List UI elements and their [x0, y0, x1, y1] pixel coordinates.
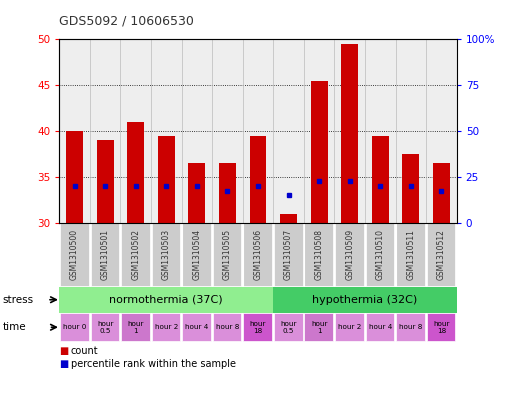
Bar	[372, 136, 389, 223]
Text: GSM1310509: GSM1310509	[345, 229, 354, 280]
Text: hour
0.5: hour 0.5	[97, 321, 114, 334]
Text: hour 0: hour 0	[63, 324, 86, 330]
Text: GSM1310502: GSM1310502	[131, 229, 140, 280]
Bar	[66, 131, 83, 223]
Text: hour 8: hour 8	[399, 324, 423, 330]
Text: normothermia (37C): normothermia (37C)	[109, 295, 223, 305]
Text: hour
18: hour 18	[433, 321, 449, 334]
FancyBboxPatch shape	[60, 223, 89, 286]
Text: ■: ■	[59, 358, 69, 369]
Text: GSM1310506: GSM1310506	[253, 229, 263, 280]
Text: GSM1310508: GSM1310508	[315, 229, 324, 280]
Text: hour 4: hour 4	[368, 324, 392, 330]
Text: hour 2: hour 2	[155, 324, 178, 330]
FancyBboxPatch shape	[427, 223, 456, 286]
Text: hypothermia (32C): hypothermia (32C)	[312, 295, 417, 305]
FancyBboxPatch shape	[213, 314, 241, 341]
Text: hour
0.5: hour 0.5	[280, 321, 297, 334]
FancyBboxPatch shape	[182, 223, 211, 286]
Bar	[250, 136, 266, 223]
Bar	[158, 136, 175, 223]
FancyBboxPatch shape	[304, 223, 333, 286]
Text: GSM1310504: GSM1310504	[192, 229, 201, 280]
Text: GDS5092 / 10606530: GDS5092 / 10606530	[59, 15, 194, 28]
Text: GSM1310512: GSM1310512	[437, 230, 446, 280]
Text: hour 8: hour 8	[216, 324, 239, 330]
FancyBboxPatch shape	[244, 314, 272, 341]
FancyBboxPatch shape	[274, 314, 302, 341]
Text: count: count	[71, 345, 99, 356]
FancyBboxPatch shape	[59, 287, 273, 312]
FancyBboxPatch shape	[335, 223, 364, 286]
FancyBboxPatch shape	[90, 314, 119, 341]
Text: GSM1310501: GSM1310501	[101, 229, 110, 280]
FancyBboxPatch shape	[152, 223, 181, 286]
Text: hour
1: hour 1	[311, 321, 327, 334]
FancyBboxPatch shape	[365, 223, 394, 286]
FancyBboxPatch shape	[273, 287, 457, 312]
Text: hour
1: hour 1	[127, 321, 144, 334]
Text: ■: ■	[59, 345, 69, 356]
FancyBboxPatch shape	[60, 314, 89, 341]
Bar	[97, 140, 114, 223]
Bar	[311, 81, 328, 223]
FancyBboxPatch shape	[244, 223, 272, 286]
Text: GSM1310505: GSM1310505	[223, 229, 232, 280]
Bar	[433, 163, 450, 223]
Bar	[219, 163, 236, 223]
Text: stress: stress	[3, 295, 34, 305]
FancyBboxPatch shape	[274, 223, 302, 286]
FancyBboxPatch shape	[90, 223, 119, 286]
Text: time: time	[3, 322, 26, 332]
Text: hour 4: hour 4	[185, 324, 208, 330]
Text: GSM1310500: GSM1310500	[70, 229, 79, 280]
Text: GSM1310510: GSM1310510	[376, 229, 385, 280]
Bar	[341, 44, 358, 223]
FancyBboxPatch shape	[213, 223, 241, 286]
FancyBboxPatch shape	[182, 314, 211, 341]
Text: hour
18: hour 18	[250, 321, 266, 334]
Bar	[402, 154, 419, 223]
Bar	[127, 122, 144, 223]
Bar	[280, 213, 297, 223]
FancyBboxPatch shape	[365, 314, 394, 341]
Text: GSM1310511: GSM1310511	[406, 230, 415, 280]
FancyBboxPatch shape	[152, 314, 181, 341]
Text: hour 2: hour 2	[338, 324, 361, 330]
FancyBboxPatch shape	[396, 314, 425, 341]
FancyBboxPatch shape	[396, 223, 425, 286]
FancyBboxPatch shape	[304, 314, 333, 341]
FancyBboxPatch shape	[335, 314, 364, 341]
Text: percentile rank within the sample: percentile rank within the sample	[71, 358, 236, 369]
FancyBboxPatch shape	[427, 314, 456, 341]
Text: GSM1310503: GSM1310503	[162, 229, 171, 280]
Bar	[188, 163, 205, 223]
Text: GSM1310507: GSM1310507	[284, 229, 293, 280]
FancyBboxPatch shape	[121, 223, 150, 286]
FancyBboxPatch shape	[121, 314, 150, 341]
